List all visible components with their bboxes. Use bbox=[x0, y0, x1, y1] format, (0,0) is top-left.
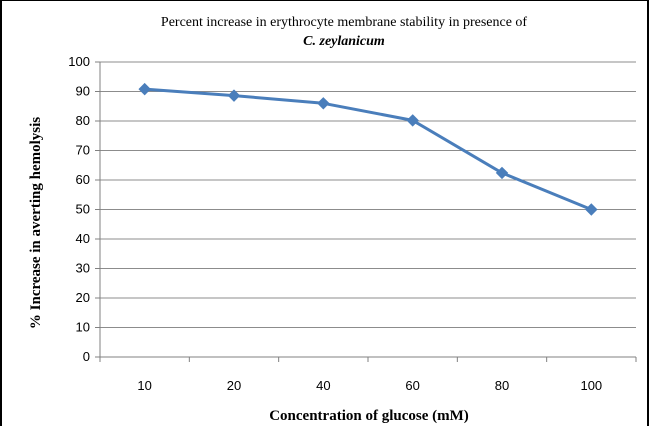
y-tick-label: 90 bbox=[76, 84, 90, 99]
y-axis-title: % Increase in averting hemolysis bbox=[28, 117, 44, 329]
x-axis-title: Concentration of glucose (mM) bbox=[269, 408, 469, 424]
x-tick-label: 20 bbox=[227, 378, 241, 393]
data-point-marker bbox=[495, 166, 509, 180]
chart-title: Percent increase in erythrocyte membrane… bbox=[161, 15, 528, 30]
y-tick-label: 10 bbox=[76, 320, 90, 335]
data-point-marker bbox=[317, 97, 330, 110]
x-tick-label: 10 bbox=[137, 378, 151, 393]
data-point-marker bbox=[406, 114, 419, 127]
axes bbox=[95, 61, 637, 362]
y-tick-label: 30 bbox=[76, 261, 90, 276]
data-point-marker bbox=[585, 203, 598, 216]
y-tick-label: 20 bbox=[76, 290, 90, 305]
x-tick-label: 100 bbox=[580, 378, 602, 393]
y-tick-label: 60 bbox=[76, 172, 90, 187]
data-point-marker bbox=[138, 82, 151, 96]
y-tick-labels: 0 10 20 30 40 50 60 70 80 90 100 bbox=[68, 54, 90, 364]
y-tick-label: 40 bbox=[76, 231, 90, 246]
y-tick-label: 0 bbox=[83, 349, 90, 364]
y-tick-label: 100 bbox=[68, 54, 90, 69]
x-tick-label: 80 bbox=[495, 378, 509, 393]
data-point-marker bbox=[227, 89, 241, 102]
gridlines bbox=[100, 61, 636, 328]
series-line bbox=[144, 87, 592, 211]
x-tick-labels: 10 20 40 60 80 100 bbox=[137, 378, 602, 393]
y-tick-label: 70 bbox=[76, 143, 90, 158]
x-tick-label: 60 bbox=[405, 378, 419, 393]
y-tick-label: 80 bbox=[76, 113, 90, 128]
y-tick-label: 50 bbox=[76, 202, 90, 217]
chart-subtitle: C. zeylanicum bbox=[303, 34, 385, 49]
x-tick-label: 40 bbox=[316, 378, 330, 393]
series-layer bbox=[138, 82, 598, 216]
